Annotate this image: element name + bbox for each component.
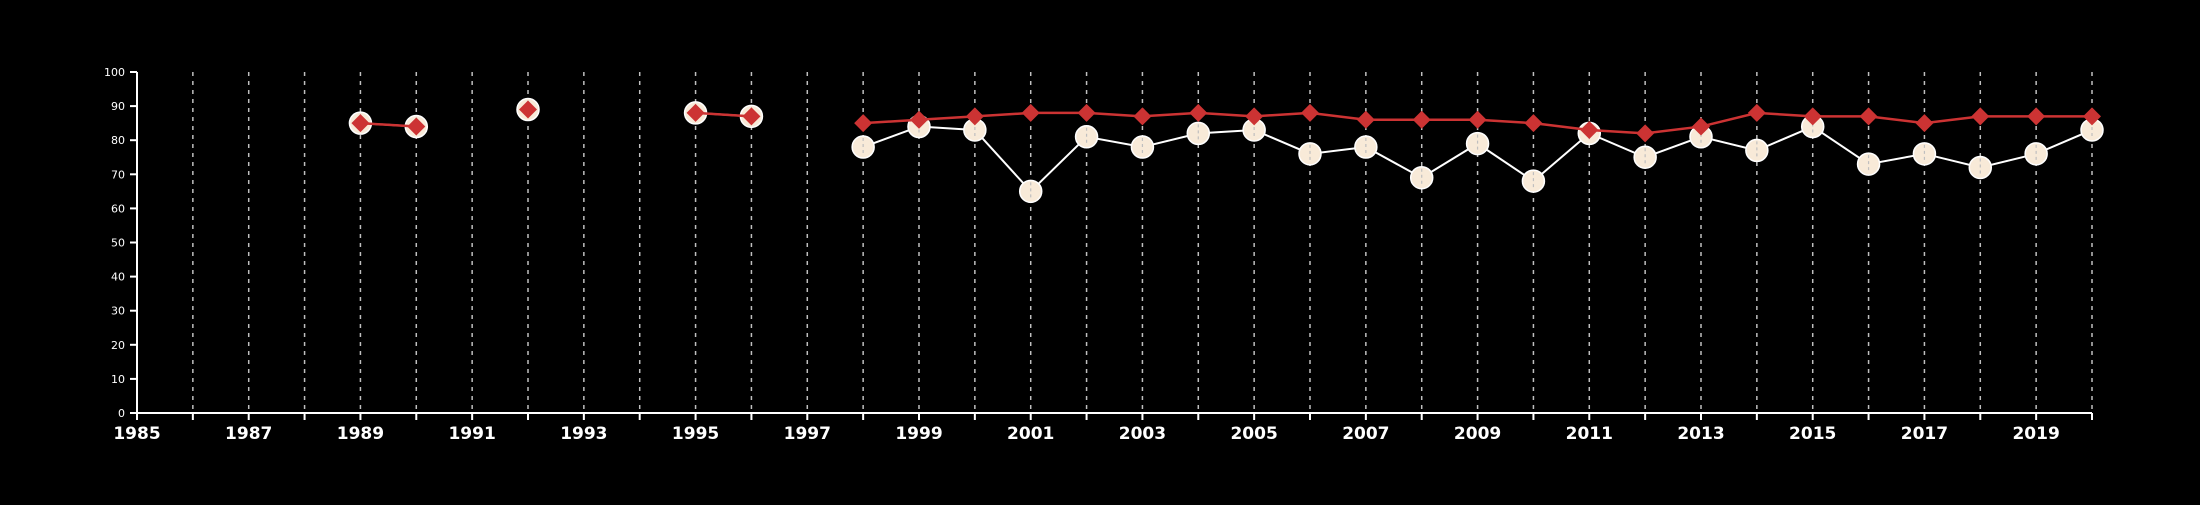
x-tick-label-2017: 2017: [1901, 424, 1948, 444]
series-b-point-2001: [1021, 103, 1040, 122]
x-tick-label-2007: 2007: [1342, 424, 1389, 444]
y-tick-label-50: 50: [111, 237, 125, 250]
y-tick-label-30: 30: [111, 305, 125, 318]
series-b-point-1995: [686, 103, 705, 122]
series-b-point-2006: [1301, 103, 1319, 122]
series-b-line-2: [695, 111, 752, 118]
series-b: [351, 100, 2101, 143]
series-b-point-2013: [1692, 117, 1710, 136]
x-tick-label-2019: 2019: [2012, 424, 2059, 444]
x-tick-label-1989: 1989: [337, 424, 384, 444]
x-tick-label-1991: 1991: [448, 424, 495, 444]
series-b-point-2011: [1580, 120, 1599, 139]
series-b-line-0: [360, 121, 417, 128]
x-tick-label-2001: 2001: [1007, 424, 1054, 444]
series-b-point-2010: [1524, 114, 1543, 133]
series-b-point-2017: [1915, 114, 1934, 133]
series-b-point-1992: [519, 100, 537, 119]
series-b-point-2002: [1077, 103, 1096, 122]
x-tick-label-1997: 1997: [784, 424, 831, 444]
y-tick-label-80: 80: [111, 134, 125, 147]
x-tick-label-2009: 2009: [1454, 424, 1501, 444]
x-tick-label-2015: 2015: [1789, 424, 1836, 444]
series-b-point-2019: [2027, 107, 2046, 126]
series-b-point-2008: [1412, 110, 1431, 129]
y-tick-label-60: 60: [111, 202, 125, 215]
y-tick-label-40: 40: [111, 271, 125, 284]
x-tick-label-2011: 2011: [1566, 424, 1613, 444]
x-tick-label-1999: 1999: [895, 424, 942, 444]
y-tick-label-100: 100: [104, 66, 125, 79]
x-tick-label-2005: 2005: [1230, 424, 1277, 444]
y-tick-label-90: 90: [111, 100, 125, 113]
series-b-point-2015: [1803, 107, 1822, 126]
x-tick-label-1987: 1987: [225, 424, 272, 444]
y-tick-label-70: 70: [111, 168, 125, 181]
series-b-point-1996: [742, 107, 761, 126]
series-b-point-2003: [1133, 107, 1152, 126]
series-b-point-1990: [407, 117, 426, 136]
y-tick-label-10: 10: [111, 373, 125, 386]
series-b-point-2012: [1636, 124, 1655, 143]
series-b-point-1998: [854, 114, 873, 133]
x-tick-label-2013: 2013: [1677, 424, 1724, 444]
series-b-point-2020: [2083, 107, 2101, 126]
series-b-point-2005: [1245, 107, 1264, 126]
series-b-point-2000: [965, 107, 984, 126]
series-b-point-2009: [1468, 110, 1487, 129]
series-b-point-2018: [1971, 107, 1990, 126]
x-tick-label-1985: 1985: [113, 424, 160, 444]
x-tick-label-2003: 2003: [1119, 424, 1166, 444]
y-tick-label-0: 0: [118, 407, 125, 420]
series-b-point-2016: [1859, 107, 1878, 126]
series-b-point-1999: [910, 110, 928, 129]
y-tick-label-20: 20: [111, 339, 125, 352]
series-b-point-2014: [1747, 103, 1766, 122]
series-b-point-2004: [1189, 103, 1208, 122]
x-tick-label-1993: 1993: [560, 424, 607, 444]
axes: 0 10 20 30 40 50 60 70 80 90 100 1985 1987 1989 1991 19…: [104, 66, 2093, 444]
x-tick-label-1995: 1995: [672, 424, 719, 444]
series-b-point-2007: [1356, 110, 1375, 129]
series-b-point-1989: [351, 114, 370, 133]
